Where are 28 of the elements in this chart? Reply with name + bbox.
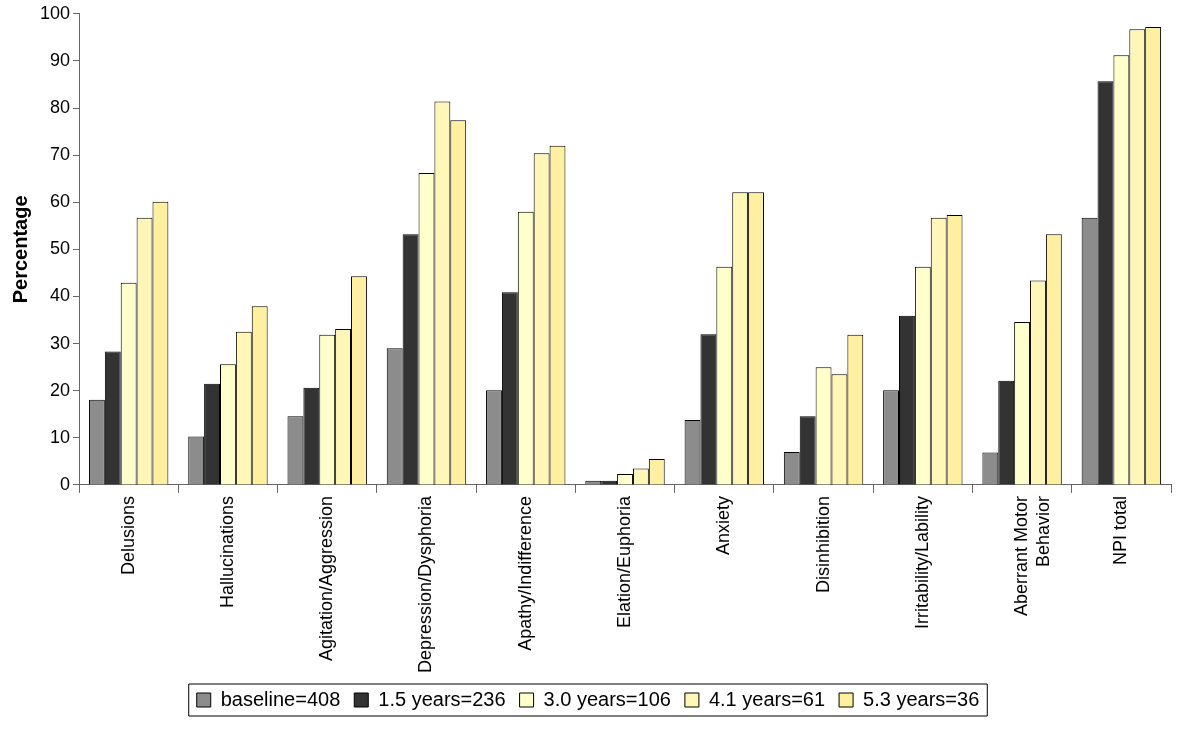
x-tick-label: Anxiety [713,495,734,555]
x-tick-label: Aberrant Motor Behavior [1011,495,1053,616]
legend-label: 4.1 years=61 [708,687,826,710]
legend-label: 1.5 years=236 [378,687,506,710]
y-tick-label: 100 [39,2,71,23]
y-tick-label: 70 [50,144,71,165]
y-tick-label: 20 [50,379,71,400]
y-tick-label: 60 [50,191,71,212]
legend-label: baseline=408 [220,687,341,710]
y-tick-label: 50 [50,238,71,259]
x-tick-label: Irritability/Lability [911,495,932,629]
x-tick-label: Depression/Dysphoria [415,494,436,674]
legend-label: 3.0 years=106 [543,687,671,710]
y-tick-label: 80 [50,96,71,117]
x-tick-label: Elation/Euphoria [613,494,634,629]
x-tick-label: NPI total [1110,495,1131,565]
x-tick-label: Agitation/Aggression [316,495,337,662]
x-tick-label: Hallucinations [216,495,237,608]
x-tick-label: Delusions [117,495,138,575]
y-tick-label: 30 [50,332,71,353]
x-tick-label: Apathy/Indifference [514,495,535,651]
legend-label: 5.3 years=36 [863,687,980,710]
x-tick-label: Disinhibition [812,495,833,593]
y-tick-label: 10 [50,426,71,447]
y-axis-title: Percentage [8,195,31,304]
y-tick-label: 40 [50,285,71,306]
y-tick-label: 0 [60,473,71,494]
y-tick-label: 90 [50,49,71,70]
